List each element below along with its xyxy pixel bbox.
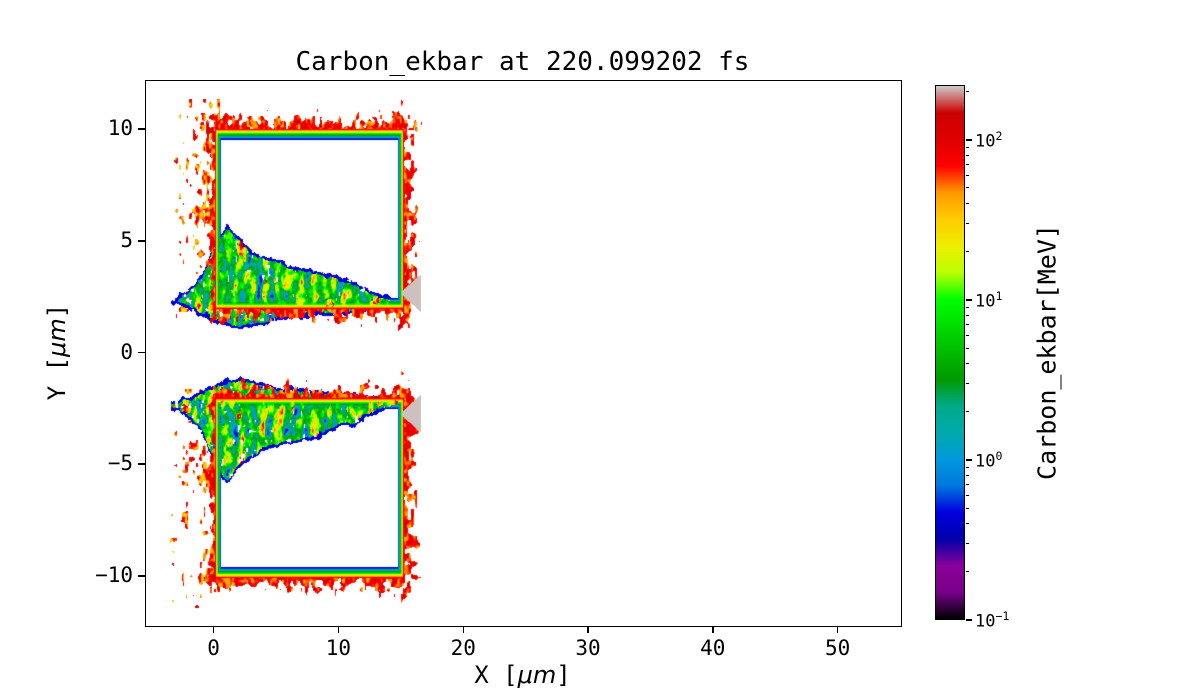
colorbar-label: Carbon_ekbar[MeV] xyxy=(1032,224,1062,480)
x-tick-label: 50 xyxy=(824,636,851,660)
x-tick-label: 30 xyxy=(575,636,601,660)
y-tick-mark xyxy=(138,463,145,465)
colorbar-minor-tick-mark xyxy=(966,324,969,326)
x-tick-mark xyxy=(212,626,215,633)
colorbar-minor-tick-mark xyxy=(966,411,969,413)
colorbar-minor-tick-mark xyxy=(966,314,969,316)
y-tick-label: 5 xyxy=(120,227,133,252)
colorbar-tick-label: 100 xyxy=(975,448,1003,472)
colorbar-minor-tick-mark xyxy=(966,174,969,176)
x-tick-label: 10 xyxy=(325,636,352,660)
colorbar-minor-tick-mark xyxy=(966,543,969,545)
colorbar-minor-tick-mark xyxy=(966,203,969,204)
x-axis-label-pre: X [ xyxy=(474,661,518,689)
x-tick-label: 40 xyxy=(700,636,726,660)
colorbar-minor-tick-mark xyxy=(966,466,969,468)
colorbar-tick-mark xyxy=(966,299,972,301)
colorbar-minor-tick-mark xyxy=(966,363,969,365)
x-tick-mark xyxy=(587,626,589,633)
colorbar-minor-tick-mark xyxy=(966,474,969,476)
colorbar-minor-tick-mark xyxy=(966,334,969,336)
colorbar-minor-tick-mark xyxy=(966,306,969,308)
x-axis-label-post: ] xyxy=(556,661,571,689)
colorbar-minor-tick-mark xyxy=(966,571,969,573)
colorbar-minor-tick-mark xyxy=(966,507,969,509)
x-tick-mark xyxy=(337,626,340,633)
y-tick-mark xyxy=(138,351,145,354)
colorbar-minor-tick-mark xyxy=(966,494,969,496)
colorbar-tick-mark xyxy=(966,139,972,141)
colorbar-minor-tick-mark xyxy=(966,223,969,224)
y-tick-mark xyxy=(138,128,145,130)
x-tick-mark xyxy=(836,626,839,633)
mu-symbol: μm xyxy=(517,661,557,689)
x-tick-mark xyxy=(712,626,714,633)
colorbar-tick-mark xyxy=(966,459,972,461)
colorbar-minor-tick-mark xyxy=(966,523,969,525)
colorbar-tick-mark xyxy=(966,619,972,621)
colorbar-minor-tick-mark xyxy=(966,347,969,349)
colorbar-minor-tick-mark xyxy=(966,91,969,93)
y-tick-label: 0 xyxy=(120,339,133,364)
y-tick-mark xyxy=(138,240,145,242)
x-axis-label: X [μm] xyxy=(145,661,900,689)
colorbar-minor-tick-mark xyxy=(966,484,969,486)
y-axis-label-post: ] xyxy=(43,303,71,319)
colorbar-minor-tick-mark xyxy=(966,383,969,385)
colorbar-tick-label: 101 xyxy=(975,288,1003,312)
colorbar-tick-label: 102 xyxy=(975,128,1003,152)
heatmap-canvas xyxy=(146,81,901,626)
plot-area xyxy=(145,80,902,627)
y-tick-label: 10 xyxy=(107,116,133,141)
plot-title: Carbon_ekbar at 220.099202 fs xyxy=(295,47,750,77)
colorbar-minor-tick-mark xyxy=(966,164,969,166)
y-tick-label: −5 xyxy=(107,451,133,476)
colorbar-minor-tick-mark xyxy=(966,187,969,189)
x-tick-label: 0 xyxy=(207,636,220,660)
colorbar-tick-label: 10−1 xyxy=(975,609,1010,632)
colorbar-minor-tick-mark xyxy=(966,251,969,253)
x-tick-label: 20 xyxy=(450,636,476,660)
x-tick-mark xyxy=(462,626,464,633)
colorbar-minor-tick-mark xyxy=(966,146,969,148)
y-tick-mark xyxy=(138,575,145,577)
colorbar-minor-tick-mark xyxy=(966,154,969,156)
y-tick-label: −10 xyxy=(95,562,133,587)
colorbar xyxy=(935,85,965,620)
